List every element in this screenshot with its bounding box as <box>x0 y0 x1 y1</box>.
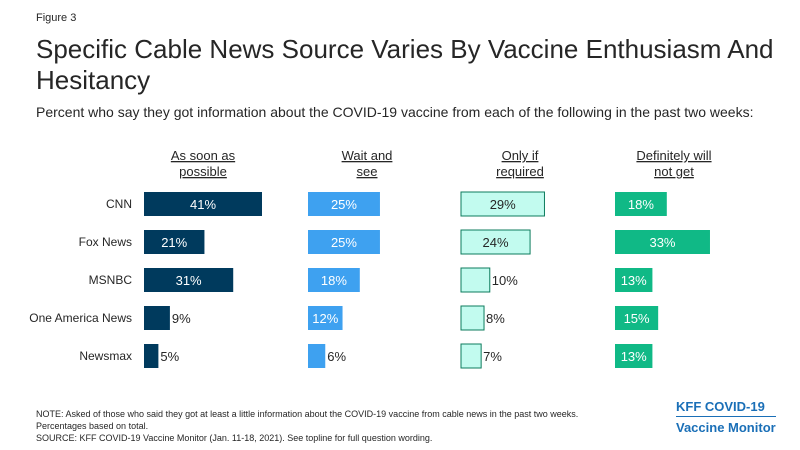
data-label: 6% <box>327 349 346 364</box>
category-label: One America News <box>29 311 132 325</box>
data-label: 33% <box>649 235 675 250</box>
data-label: 18% <box>321 273 347 288</box>
note-text-2: Percentages based on total. <box>36 421 149 431</box>
data-label: 25% <box>331 197 357 212</box>
bar <box>144 192 262 216</box>
data-label: 25% <box>331 235 357 250</box>
chart-subtitle: Percent who say they got information abo… <box>36 104 754 120</box>
series-header: possible <box>179 164 227 179</box>
data-label: 8% <box>486 311 505 326</box>
bar <box>144 230 205 254</box>
data-label: 9% <box>172 311 191 326</box>
data-label: 29% <box>490 197 516 212</box>
data-label: 21% <box>161 235 187 250</box>
bar <box>615 230 710 254</box>
category-label: Fox News <box>79 235 132 249</box>
data-label: 5% <box>160 349 179 364</box>
data-label: 7% <box>483 349 502 364</box>
series-header: not get <box>654 164 694 179</box>
data-label: 15% <box>624 311 650 326</box>
bar <box>144 268 234 292</box>
series-header: required <box>496 164 544 179</box>
bar <box>460 191 545 217</box>
kff-brand-logo: KFF COVID-19 Vaccine Monitor <box>676 398 776 436</box>
category-label: CNN <box>106 197 132 211</box>
source-text: SOURCE: KFF COVID-19 Vaccine Monitor (Ja… <box>36 433 433 443</box>
bar <box>615 192 667 216</box>
bar <box>308 192 380 216</box>
data-label: 13% <box>621 349 647 364</box>
series-header: Definitely will <box>636 148 711 163</box>
brand-line-2: Vaccine Monitor <box>676 420 776 435</box>
data-label: 13% <box>621 273 647 288</box>
note-text: NOTE: Asked of those who said they got a… <box>36 409 579 419</box>
category-label: Newsmax <box>79 349 132 363</box>
bar <box>308 344 326 368</box>
bar <box>144 344 159 368</box>
bar <box>615 306 659 330</box>
data-label: 10% <box>492 273 518 288</box>
notes: NOTE: Asked of those who said they got a… <box>36 408 646 444</box>
series-header: Only if <box>502 148 539 163</box>
bar <box>308 230 380 254</box>
data-label: 24% <box>483 235 509 250</box>
data-label: 31% <box>176 273 202 288</box>
figure-label: Figure 3 <box>36 12 77 24</box>
bar <box>460 267 491 293</box>
series-header: see <box>357 164 378 179</box>
bar <box>460 305 485 331</box>
bar <box>308 306 343 330</box>
series-header: Wait and <box>342 148 393 163</box>
chart-title: Specific Cable News Source Varies By Vac… <box>36 34 774 95</box>
bar <box>308 268 360 292</box>
brand-line-1: KFF COVID-19 <box>676 398 776 417</box>
bar <box>460 229 531 255</box>
category-label: MSNBC <box>89 273 133 287</box>
data-label: 18% <box>628 197 654 212</box>
data-label: 12% <box>312 311 338 326</box>
grouped-bar-chart: CNN Fox News MSNBC One America News Newsmax A… <box>29 148 712 369</box>
data-label: 41% <box>190 197 216 212</box>
bar <box>615 344 653 368</box>
bar <box>615 268 653 292</box>
series-header: As soon as <box>171 148 236 163</box>
bar <box>144 306 170 330</box>
bar <box>460 343 482 369</box>
